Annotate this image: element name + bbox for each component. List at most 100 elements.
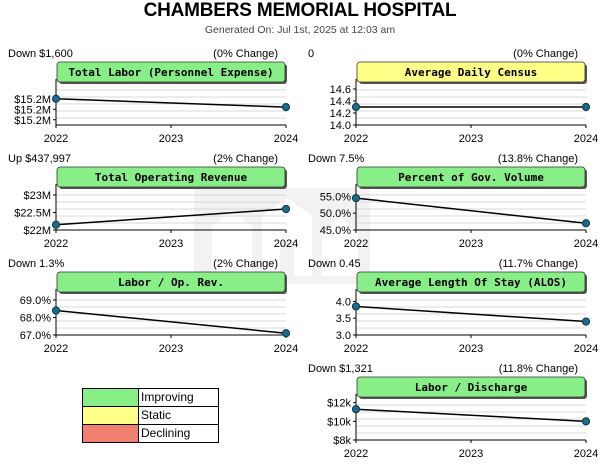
y-tick-label: 14.0 — [330, 120, 351, 132]
status-legend: Improving Static Declining — [82, 388, 219, 443]
y-tick-label: 67.0% — [20, 330, 51, 342]
x-tick-label: 2023 — [459, 448, 483, 460]
data-point — [281, 103, 291, 112]
data-point — [581, 102, 591, 112]
y-tick-label: $22.5M — [14, 208, 51, 220]
title-tab — [356, 271, 586, 293]
y-tick-label: $12k — [327, 398, 351, 410]
series-line — [55, 208, 287, 226]
series-line — [55, 98, 287, 108]
chart-svg: $22M $22.5M $23M 2022 2023 2024 Total Operatin… — [14, 166, 298, 250]
change-value: 0 — [308, 48, 315, 60]
change-value: Up $437,997 — [8, 153, 71, 165]
y-tick-label: 4.0 — [336, 296, 351, 308]
legend-item-improving: Improving — [83, 389, 218, 406]
legend-label: Improving — [141, 390, 194, 404]
series-line — [355, 408, 587, 423]
x-tick-label: 2024 — [274, 343, 298, 355]
data-point — [51, 94, 61, 103]
data-point — [281, 329, 291, 338]
x-tick-label: 2022 — [44, 133, 68, 145]
change-value: Down $1,600 — [8, 48, 73, 60]
title-tab — [356, 376, 586, 398]
y-tick-label: $8k — [333, 435, 351, 447]
change-value: Down 7.5% — [308, 153, 365, 165]
x-tick-label: 2022 — [344, 448, 368, 460]
y-tick-label: 14.2 — [330, 108, 351, 120]
x-tick-label: 2023 — [159, 238, 183, 250]
y-tick-label: 14.6 — [330, 84, 351, 96]
y-tick-label: 68.0% — [20, 313, 51, 325]
panel-total-labor: Down $1,600 (0% Change) $15.2M $15.2M $15.… — [0, 47, 298, 159]
title-tab — [56, 166, 286, 188]
x-tick-label: 2022 — [44, 238, 68, 250]
percent-change: (0% Change) — [213, 48, 278, 60]
y-tick-label: $23M — [23, 190, 51, 202]
x-tick-label: 2024 — [574, 238, 598, 250]
x-tick-label: 2022 — [344, 133, 368, 145]
chart-title: Total Operating Revenue — [95, 171, 248, 184]
y-tick-label: 3.5 — [336, 313, 351, 325]
y-tick-label: $15.2M — [14, 115, 51, 127]
panel-total-operating-revenue: Up $437,997 (2% Change) $22M $22.5M $23M 20… — [0, 152, 298, 264]
x-tick-label: 2024 — [574, 343, 598, 355]
data-point — [351, 405, 361, 414]
title-tab — [56, 61, 286, 83]
legend-label: Declining — [141, 426, 191, 440]
y-tick-label: 14.4 — [330, 96, 351, 108]
panel-avg-length-of-stay: Down 0.45 (11.7% Change) 3.0 3.5 4.0 2022 20… — [300, 257, 598, 369]
data-point — [581, 317, 591, 326]
x-tick-label: 2024 — [274, 133, 298, 145]
data-point — [581, 219, 591, 228]
panel-percent-gov-volume: Down 7.5% (13.8% Change) 45.0% 50.0% 55.0%… — [300, 152, 598, 264]
chart-title: Total Labor (Personnel Expense) — [68, 66, 273, 79]
y-tick-label: 69.0% — [20, 295, 51, 307]
panel-labor-op-rev: Down 1.3% (2% Change) 67.0% 68.0% 69.0% 202… — [0, 257, 298, 369]
y-tick-label: 50.0% — [320, 208, 351, 220]
x-tick-label: 2023 — [459, 133, 483, 145]
legend-swatch-declining — [83, 425, 139, 442]
x-tick-label: 2024 — [274, 238, 298, 250]
y-tick-label: $15.2M — [14, 94, 51, 106]
percent-change: (2% Change) — [213, 153, 278, 165]
x-tick-label: 2022 — [344, 343, 368, 355]
title-tab — [56, 271, 286, 293]
hospital-watermark-icon — [194, 188, 370, 284]
panel-labor-discharge: Down $1,321 (11.8% Change) $8k $10k $12k 20… — [300, 362, 598, 474]
chart-svg: $8k $10k $12k 2022 2023 2024 Labor / Discharge — [327, 376, 598, 460]
legend-item-static: Static — [83, 406, 218, 424]
percent-change: (2% Change) — [213, 258, 278, 270]
data-point — [581, 417, 591, 426]
chart-svg: 45.0% 50.0% 55.0% 2022 2023 2024 Percent of Go… — [320, 166, 598, 250]
x-tick-label: 2024 — [574, 133, 598, 145]
series-line — [355, 197, 587, 225]
percent-change: (13.8% Change) — [497, 153, 578, 165]
data-point — [351, 193, 361, 203]
data-point — [51, 306, 61, 315]
chart-title: Percent of Gov. Volume — [398, 171, 544, 184]
data-point — [51, 220, 61, 229]
chart-title: Average Daily Census — [405, 66, 537, 79]
change-value: Down $1,321 — [308, 363, 373, 375]
x-tick-label: 2022 — [44, 343, 68, 355]
data-point — [351, 102, 361, 112]
x-tick-label: 2023 — [159, 133, 183, 145]
x-tick-label: 2022 — [344, 238, 368, 250]
change-value: Down 1.3% — [8, 258, 65, 270]
chart-svg: 3.0 3.5 4.0 2022 2023 2024 Average Length Of S… — [336, 271, 598, 355]
legend-swatch-improving — [83, 389, 139, 406]
x-tick-label: 2023 — [159, 343, 183, 355]
series-line — [55, 309, 287, 334]
x-tick-label: 2023 — [459, 238, 483, 250]
generated-timestamp: Generated On: Jul 1st, 2025 at 12:03 am — [204, 24, 396, 36]
change-value: Down 0.45 — [308, 258, 361, 270]
title-tab — [356, 166, 586, 188]
percent-change: (11.7% Change) — [498, 258, 578, 270]
y-tick-label: 3.0 — [336, 330, 351, 342]
chart-title: Labor / Op. Rev. — [118, 276, 224, 289]
y-tick-label: $10k — [327, 416, 351, 428]
y-tick-label: 45.0% — [320, 225, 351, 237]
legend-label: Static — [141, 408, 172, 422]
chart-svg: 67.0% 68.0% 69.0% 2022 2023 2024 Labor / Op. R… — [20, 271, 298, 355]
